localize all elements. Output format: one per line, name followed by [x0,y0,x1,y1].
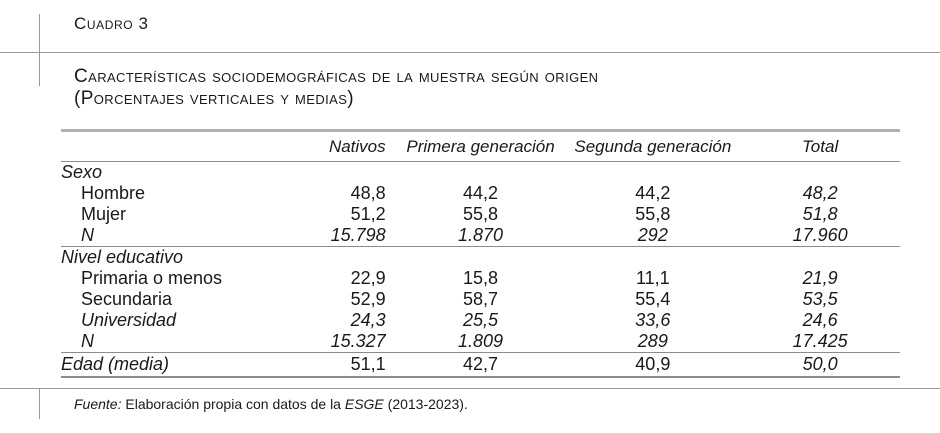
source-text-after: (2013-2023). [383,396,468,412]
table-row: Universidad 24,3 25,5 33,6 24,6 [61,310,900,331]
table-row: Primaria o menos 22,9 15,8 11,1 21,9 [61,268,900,289]
cell-segunda: 292 [637,225,668,245]
survey-name: ESGE [344,396,384,412]
cell-segunda: 44,2 [635,183,671,203]
cell-nativos: 51,1 [270,352,396,378]
cell-segunda: 55,4 [635,289,671,309]
left-rule-bottom [39,388,40,419]
cell-total: 17.960 [792,225,848,245]
row-label: N [81,331,94,351]
table-row: N 15.798 1.870 292 17.960 [61,225,900,247]
cell-nativos: 51,2 [350,204,386,224]
cell-primera: 25,5 [463,310,499,330]
row-label: Hombre [81,183,146,203]
cell-primera: 44,2 [463,183,499,203]
row-label: Primaria o menos [81,268,223,288]
cell-nativos: 22,9 [350,268,386,288]
cell-total: 53,5 [802,289,838,309]
table-header-row: Nativos Primera generación Segunda gener… [61,129,900,162]
cell-primera: 1.870 [458,225,504,245]
cell-primera: 15,8 [463,268,499,288]
section-row-nivel-educativo: Nivel educativo [61,246,900,268]
cell-segunda: 11,1 [635,268,670,288]
row-label: Edad (media) [61,352,271,378]
cell-segunda: 33,6 [635,310,671,330]
cell-nativos: 15.327 [330,331,386,351]
table-row: N 15.327 1.809 289 17.425 [61,331,900,353]
age-row: Edad (media) 51,1 42,7 40,9 50,0 [61,352,900,378]
footer-divider [0,388,940,389]
table-row: Secundaria 52,9 58,7 55,4 53,5 [61,289,900,310]
header-cell-empty [61,129,271,162]
cell-nativos: 24,3 [350,310,386,330]
row-label: Mujer [81,204,127,224]
cell-primera: 55,8 [463,204,499,224]
cell-primera: 42,7 [395,352,566,378]
cell-nativos: 48,8 [350,183,386,203]
cuadro-label: Cuadro 3 [74,14,149,33]
header-cell-total: Total [740,129,900,162]
header-divider [0,52,940,53]
row-label: Secundaria [81,289,173,309]
row-label: N [81,225,94,245]
table-title: Características sociodemográficas de la … [74,66,598,110]
cell-total: 51,8 [802,204,838,224]
section-label: Sexo [61,162,103,182]
cell-primera: 58,7 [463,289,499,309]
cell-total: 48,2 [802,183,838,203]
title-line-1: Características sociodemográficas de la … [74,66,599,87]
title-line-2: (Porcentajes verticales y medias) [74,88,354,109]
data-table: Nativos Primera generación Segunda gener… [61,129,900,378]
section-label: Nivel educativo [61,246,900,268]
left-rule-top [39,14,40,52]
cell-total: 50,0 [740,352,900,378]
cell-segunda: 40,9 [565,352,741,378]
cell-primera: 1.809 [458,331,504,351]
source-footnote: Fuente: Elaboración propia con datos de … [74,396,468,412]
cell-total: 24,6 [802,310,838,330]
header-cell-primera: Primera generación [395,129,566,162]
cell-nativos: 52,9 [350,289,386,309]
table-row: Mujer 51,2 55,8 55,8 51,8 [61,204,900,225]
cell-nativos: 15.798 [330,225,386,245]
cell-segunda: 55,8 [635,204,671,224]
source-label: Fuente: [74,396,122,412]
cell-segunda: 289 [637,331,668,351]
cell-total: 21,9 [802,268,838,288]
source-text-before: Elaboración propia con datos de la [121,396,345,412]
table-row: Hombre 48,8 44,2 44,2 48,2 [61,183,900,204]
left-rule-middle [39,52,40,86]
header-cell-segunda: Segunda generación [565,129,741,162]
header-cell-nativos: Nativos [270,129,396,162]
row-label: Universidad [81,310,177,330]
section-row-sexo: Sexo [61,162,900,184]
cell-total: 17.425 [792,331,848,351]
